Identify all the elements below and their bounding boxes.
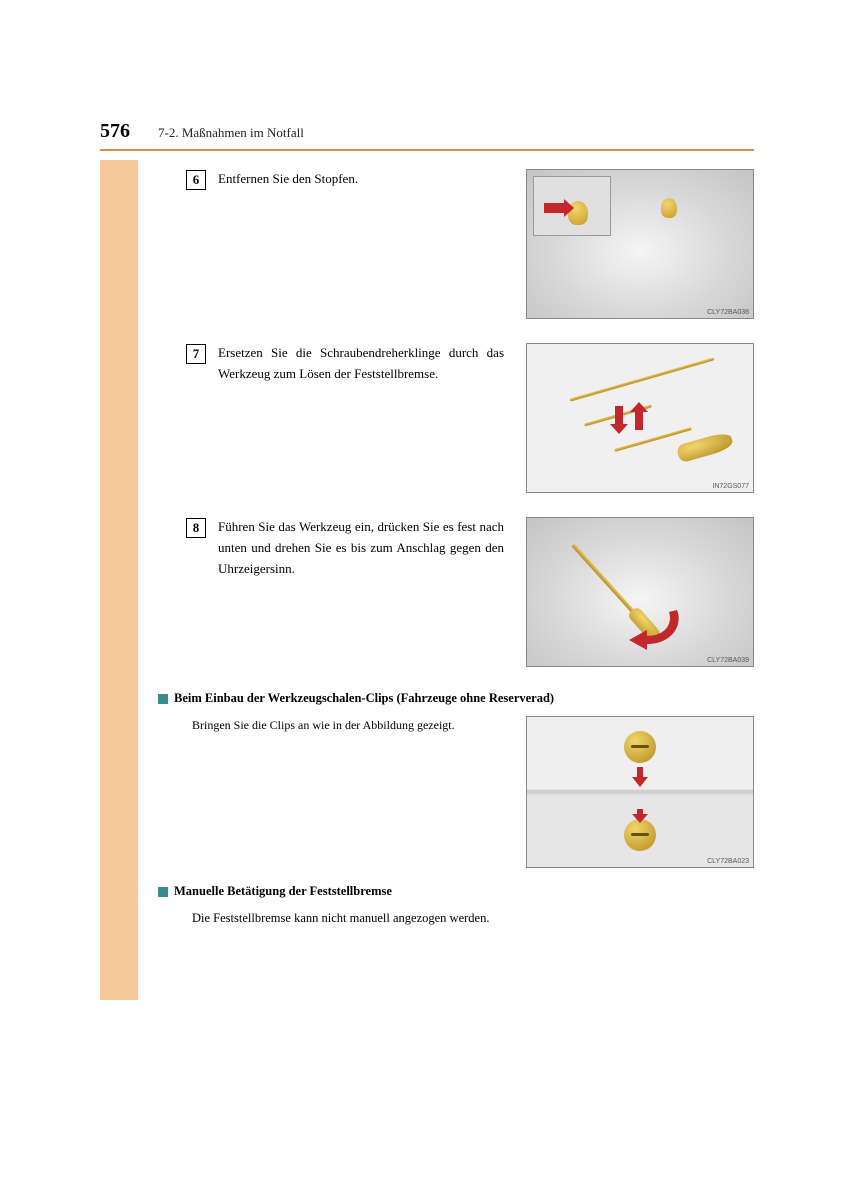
step-block: 7 Ersetzen Sie die Schraubendreherklinge…: [186, 343, 754, 493]
step-block: 6 Entfernen Sie den Stopfen. CLY72BA038: [186, 169, 754, 319]
section-title: 7-2. Maßnahmen im Notfall: [158, 125, 304, 141]
step-illustration: CLY72BA039: [526, 517, 754, 667]
subsection-body-text: Bringen Sie die Clips an wie in der Abbi…: [192, 716, 508, 868]
square-bullet-icon: [158, 887, 168, 897]
step-number-box: 7: [186, 344, 206, 364]
image-code: CLY72BA038: [707, 309, 749, 316]
step-text: Führen Sie das Werkzeug ein, drücken Sie…: [218, 517, 514, 667]
step-text: Entfernen Sie den Stopfen.: [218, 169, 514, 319]
page-header: 576 7-2. Maßnahmen im Notfall: [100, 120, 754, 143]
subsection-body-row: Bringen Sie die Clips an wie in der Abbi…: [192, 716, 754, 868]
step-number-box: 6: [186, 170, 206, 190]
subsection-heading: Manuelle Betätigung der Feststellbremse: [158, 884, 754, 899]
image-code: CLY72BA023: [707, 858, 749, 865]
step-illustration: IN72GS077: [526, 343, 754, 493]
image-code: CLY72BA039: [707, 657, 749, 664]
page-number: 576: [100, 120, 130, 143]
step-illustration: CLY72BA038: [526, 169, 754, 319]
step-number-box: 8: [186, 518, 206, 538]
page: 576 7-2. Maßnahmen im Notfall 6 Entferne…: [0, 0, 848, 1200]
image-code: IN72GS077: [712, 483, 749, 490]
subsection-heading-text: Beim Einbau der Werkzeugschalen-Clips (F…: [174, 691, 554, 706]
subsection-illustration: CLY72BA023: [526, 716, 754, 868]
step-block: 8 Führen Sie das Werkzeug ein, drücken S…: [186, 517, 754, 667]
subsection-heading: Beim Einbau der Werkzeugschalen-Clips (F…: [158, 691, 754, 706]
subsection-body-text: Die Feststellbremse kann nicht manuell a…: [192, 909, 754, 928]
step-text: Ersetzen Sie die Schraubendreherklinge d…: [218, 343, 514, 493]
header-rule: [100, 149, 754, 151]
subsection-heading-text: Manuelle Betätigung der Feststellbremse: [174, 884, 392, 899]
square-bullet-icon: [158, 694, 168, 704]
